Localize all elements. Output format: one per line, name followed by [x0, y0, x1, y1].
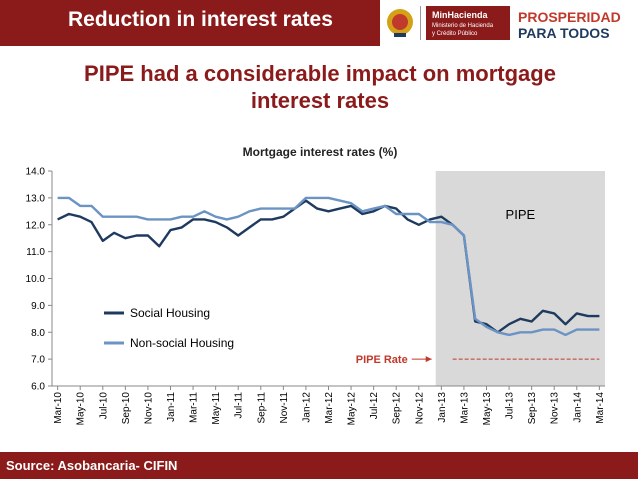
x-tick-label: Sep-10 — [121, 392, 132, 425]
y-tick-label: 10.0 — [26, 274, 46, 285]
headline-line-2: interest rates — [250, 88, 390, 113]
non-social-housing-line — [57, 196, 600, 337]
header-title: Reduction in interest rates — [68, 8, 333, 31]
headline-line-1: PIPE had a considerable impact on mortga… — [84, 61, 556, 86]
prosperidad-logo-line1: PROSPERIDAD — [518, 9, 621, 25]
x-tick-label: Jul-13 — [505, 392, 516, 420]
x-tick-label: Sep-12 — [392, 392, 403, 425]
pipe-rate-label: PIPE Rate — [356, 354, 408, 366]
y-tick-label: 7.0 — [31, 355, 45, 366]
pipe-region-label: PIPE — [506, 207, 536, 222]
x-tick-label: Jan-14 — [572, 392, 583, 423]
y-tick-label: 8.0 — [31, 328, 45, 339]
x-tick-label: Jul-10 — [98, 392, 109, 420]
headline: PIPE had a considerable impact on mortga… — [30, 60, 610, 114]
x-tick-label: May-10 — [76, 392, 87, 426]
legend-label: Social Housing — [130, 306, 210, 320]
coat-of-arms-icon — [387, 9, 413, 37]
logos: MinHacienda Ministerio de Hacienda y Cré… — [387, 6, 621, 41]
x-tick-label: May-12 — [347, 392, 358, 426]
x-tick-label: Nov-13 — [550, 392, 561, 425]
x-tick-label: Nov-10 — [143, 392, 154, 425]
x-tick-label: Mar-11 — [189, 392, 200, 423]
x-tick-label: Mar-14 — [595, 392, 606, 424]
y-tick-label: 9.0 — [31, 301, 45, 312]
legend-label: Non-social Housing — [130, 336, 234, 350]
y-tick-label: 6.0 — [31, 382, 45, 393]
footer: Source: Asobancaria- CIFIN — [0, 452, 638, 479]
x-tick-label: Sep-11 — [256, 392, 267, 424]
x-tick-label: Nov-11 — [279, 392, 290, 424]
chart-title: Mortgage interest rates (%) — [243, 145, 398, 159]
x-tick-label: Mar-13 — [459, 392, 470, 424]
x-tick-label: May-13 — [482, 392, 493, 426]
x-tick-label: Jan-13 — [437, 392, 448, 423]
minhacienda-logo-subtext-1: Ministerio de Hacienda — [432, 23, 494, 29]
x-tick-label: Sep-13 — [527, 392, 538, 425]
x-tick-label: Jan-11 — [166, 392, 177, 422]
x-tick-label: Nov-12 — [414, 392, 425, 425]
minhacienda-logo-subtext-2: y Crédito Público — [432, 31, 478, 37]
mortgage-rate-chart: Mortgage interest rates (%) PIPE 6.0 7.0 8… — [26, 145, 606, 426]
x-tick-label: Mar-12 — [324, 392, 335, 424]
header-banner: Reduction in interest rates — [0, 0, 380, 46]
x-tick-label: Mar-10 — [53, 392, 64, 424]
social-housing-line — [57, 199, 600, 334]
prosperidad-logo-line2: PARA TODOS — [518, 25, 610, 41]
y-tick-label: 14.0 — [26, 167, 46, 178]
y-tick-label: 11.0 — [26, 247, 45, 258]
x-tick-label: Jul-11 — [234, 392, 245, 419]
x-tick-label: Jan-12 — [301, 392, 312, 423]
x-tick-label: May-11 — [211, 392, 222, 425]
arrow-right-icon — [425, 356, 432, 363]
source-text: Source: Asobancaria- CIFIN — [6, 458, 178, 473]
y-tick-label: 13.0 — [26, 193, 46, 204]
x-tick-label: Jul-12 — [369, 392, 380, 420]
minhacienda-logo-text: MinHacienda — [432, 10, 489, 20]
pipe-shaded-region — [435, 171, 605, 386]
y-tick-label: 12.0 — [26, 220, 46, 231]
